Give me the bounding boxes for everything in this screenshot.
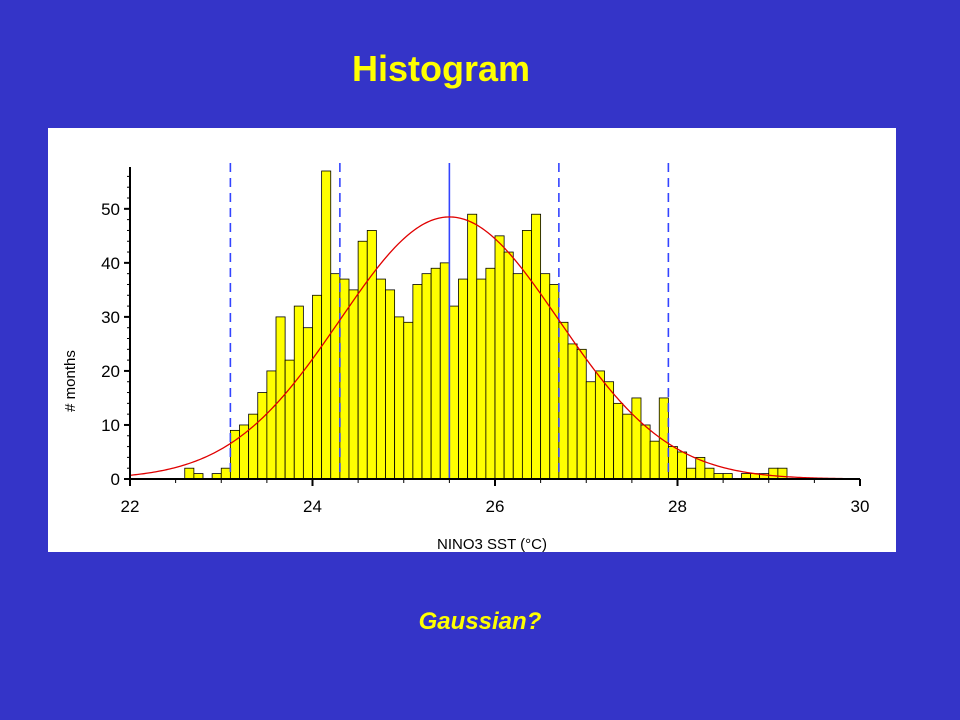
- y-tick-label: 40: [101, 254, 120, 273]
- histogram-bar: [403, 321, 414, 480]
- y-tick-label: 50: [101, 200, 120, 219]
- y-tick-label: 0: [111, 470, 120, 489]
- histogram-bar: [302, 327, 313, 480]
- histogram-bar: [458, 278, 469, 480]
- histogram-bar: [531, 213, 542, 480]
- histogram-bar: [275, 316, 286, 480]
- histogram-bar: [777, 467, 788, 480]
- histogram-bar: [704, 467, 715, 480]
- histogram-bar: [622, 413, 633, 480]
- y-tick-label: 20: [101, 362, 120, 381]
- histogram-bar: [321, 170, 332, 480]
- histogram-bar: [412, 284, 423, 480]
- histogram-bar: [284, 359, 295, 480]
- histogram-bar: [421, 273, 432, 480]
- histogram-bar: [631, 397, 642, 480]
- y-tick-label: 10: [101, 416, 120, 435]
- histogram-bar: [448, 305, 459, 480]
- histogram-bar: [768, 467, 779, 480]
- histogram-bar: [640, 424, 651, 480]
- x-axis-title: NINO3 SST (°C): [437, 536, 547, 552]
- histogram-bar: [366, 230, 377, 480]
- histogram-bar: [266, 370, 277, 480]
- histogram-bar: [257, 392, 268, 480]
- histogram-bar: [521, 230, 532, 480]
- axes-layer: 0 10 20 30 40 50 22 24 26 28 30: [101, 167, 869, 516]
- histogram-bar: [312, 294, 323, 480]
- gaussian-fit-curve: [129, 216, 861, 480]
- histogram-bar: [385, 289, 396, 480]
- x-tick-label: 22: [121, 497, 140, 516]
- chart-panel: 0 10 20 30 40 50 22 24 26 28 30 # months NINO3 SST…: [48, 128, 896, 552]
- histogram-bar: [649, 440, 660, 480]
- histogram-bar: [503, 251, 514, 480]
- x-tick-label: 30: [851, 497, 870, 516]
- histogram-bar: [184, 467, 195, 480]
- histogram-bar: [594, 370, 605, 480]
- histogram-bar: [485, 267, 496, 480]
- histogram-bar: [585, 381, 596, 480]
- histogram-bar: [476, 278, 487, 480]
- y-axis-title: # months: [62, 350, 79, 412]
- histogram-bar: [576, 348, 587, 480]
- histogram-chart: 0 10 20 30 40 50 22 24 26 28 30 # months NINO3 SST…: [62, 163, 869, 552]
- histogram-bar: [439, 262, 450, 480]
- histogram-bar: [667, 446, 678, 480]
- x-tick-label: 26: [486, 497, 505, 516]
- histogram-bar: [677, 451, 688, 480]
- histogram-bar: [558, 321, 569, 480]
- histogram-bar: [494, 235, 505, 480]
- histogram-bar: [394, 316, 405, 480]
- histogram-bar: [330, 273, 341, 480]
- histogram-bar: [604, 381, 615, 480]
- histogram-bar: [467, 213, 478, 480]
- histogram-bar: [512, 273, 523, 480]
- histogram-bar: [430, 267, 441, 480]
- histogram-bar: [613, 402, 624, 480]
- x-tick-label: 28: [668, 497, 687, 516]
- slide-caption: Gaussian?: [418, 608, 542, 635]
- bars-layer: [184, 170, 788, 480]
- histogram-bar: [686, 467, 697, 480]
- histogram-bar: [293, 305, 304, 480]
- histogram-bar: [348, 289, 359, 480]
- histogram-bar: [567, 343, 578, 480]
- histogram-bar: [375, 278, 386, 480]
- histogram-bar: [220, 467, 231, 480]
- histogram-bar: [357, 240, 368, 480]
- x-tick-label: 24: [303, 497, 322, 516]
- y-tick-label: 30: [101, 308, 120, 327]
- slide-title: Histogram: [351, 48, 531, 89]
